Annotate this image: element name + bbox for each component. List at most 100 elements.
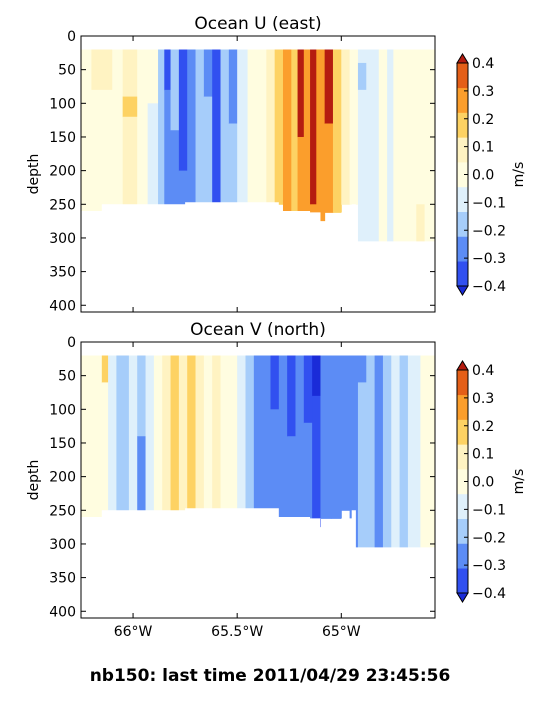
data-cell (320, 355, 332, 519)
data-cell (416, 49, 426, 205)
data-cell (122, 96, 138, 118)
colorbar-tick-label: 0.3 (472, 84, 494, 100)
data-cell (270, 355, 280, 410)
data-cell (312, 355, 321, 397)
data-cell (178, 170, 188, 205)
data-cell (366, 49, 380, 242)
x-tick-label: 65°W (322, 624, 361, 640)
data-cell (170, 49, 180, 131)
data-cell (357, 355, 367, 383)
colorbar-segment (457, 518, 468, 544)
colorbar-tick-label: 0.2 (472, 112, 494, 128)
data-cell (91, 409, 103, 518)
plot-frame (80, 35, 436, 313)
data-cell (203, 49, 213, 98)
colorbar-under-arrow (456, 285, 469, 296)
data-cell (162, 355, 172, 511)
colorbar-segment (457, 568, 468, 594)
colorbar-tick-label: −0.4 (472, 586, 506, 602)
colorbar-tick-label: 0.1 (472, 140, 494, 156)
data-cell (145, 355, 155, 511)
data-cell (349, 116, 359, 205)
data-cell (378, 49, 388, 118)
data-cell (399, 49, 409, 242)
colorbar-tick-label: −0.1 (472, 502, 506, 518)
data-cell (258, 49, 267, 118)
y-tick-label: 0 (67, 29, 76, 45)
data-cell (287, 355, 296, 437)
data-field (81, 36, 435, 312)
x-tick-label: 66°W (114, 624, 153, 640)
colorbar-label: m/s (511, 162, 527, 188)
data-cell (393, 49, 401, 138)
data-cell (228, 123, 238, 205)
colorbar-segment (457, 112, 468, 138)
data-cell (382, 355, 392, 548)
colorbar-segment (457, 137, 468, 163)
data-cell (349, 49, 359, 118)
data-cell (137, 49, 149, 205)
colorbar-segment (457, 394, 468, 420)
colorbar-segment (457, 543, 468, 569)
data-cell (295, 355, 305, 519)
y-tick-label: 350 (49, 571, 76, 587)
colorbar-tick-label: −0.2 (472, 530, 506, 546)
colorbar-under-arrow (456, 592, 469, 603)
data-cell (341, 355, 351, 511)
data-cell (310, 49, 317, 205)
data-cell (316, 49, 326, 222)
data-cell (324, 49, 334, 125)
data-cell (407, 355, 421, 548)
data-cell (341, 49, 351, 205)
data-cell (101, 382, 109, 511)
data-cell (81, 49, 92, 118)
data-cell (108, 355, 117, 511)
data-cell (378, 116, 388, 242)
data-cell (81, 355, 92, 444)
data-cell (112, 49, 124, 118)
data-cell (228, 355, 238, 511)
data-cell (112, 116, 124, 205)
figure-footer: nb150: last time 2011/04/29 23:45:56 (89, 666, 451, 686)
data-cell (424, 170, 435, 242)
colorbar-tick-label: −0.3 (472, 558, 506, 574)
data-cell (357, 62, 367, 91)
data-cell (407, 170, 417, 242)
x-tick-label: 65.5°W (211, 624, 263, 640)
y-tick-label: 300 (49, 231, 76, 247)
data-cell (270, 409, 280, 518)
colorbar-segment (457, 261, 468, 287)
data-cell (128, 355, 138, 511)
data-cell (303, 422, 313, 519)
y-tick-label: 50 (58, 369, 76, 385)
data-cell (147, 103, 159, 205)
data-cell (387, 49, 394, 242)
data-cell (195, 49, 205, 205)
chart-title: Ocean V (north) (190, 320, 326, 340)
data-cell (91, 355, 103, 410)
data-cell (91, 89, 113, 212)
y-tick-label: 400 (49, 298, 76, 314)
data-cell (81, 170, 92, 212)
data-cell (81, 116, 92, 172)
colorbar-over-arrow (456, 360, 469, 371)
colorbar-segment (457, 469, 468, 495)
data-cell (147, 49, 159, 104)
data-cell (195, 355, 205, 511)
colorbar-tick-label: 0.0 (472, 168, 494, 184)
data-cell (420, 355, 435, 444)
data-field (81, 342, 435, 618)
data-cell (393, 136, 401, 242)
data-cell (212, 49, 222, 205)
y-tick-label: 300 (49, 537, 76, 553)
data-cell (262, 355, 271, 511)
surface-mask (81, 342, 435, 356)
colorbar-tick-label: −0.2 (472, 223, 506, 239)
data-cell (253, 355, 263, 511)
colorbar-segment (457, 493, 468, 519)
data-cell (291, 49, 299, 213)
y-tick-label: 100 (49, 96, 76, 112)
y-tick-label: 250 (49, 503, 76, 519)
colorbar-tick-label: −0.3 (472, 251, 506, 267)
colorbar-segment (457, 444, 468, 470)
